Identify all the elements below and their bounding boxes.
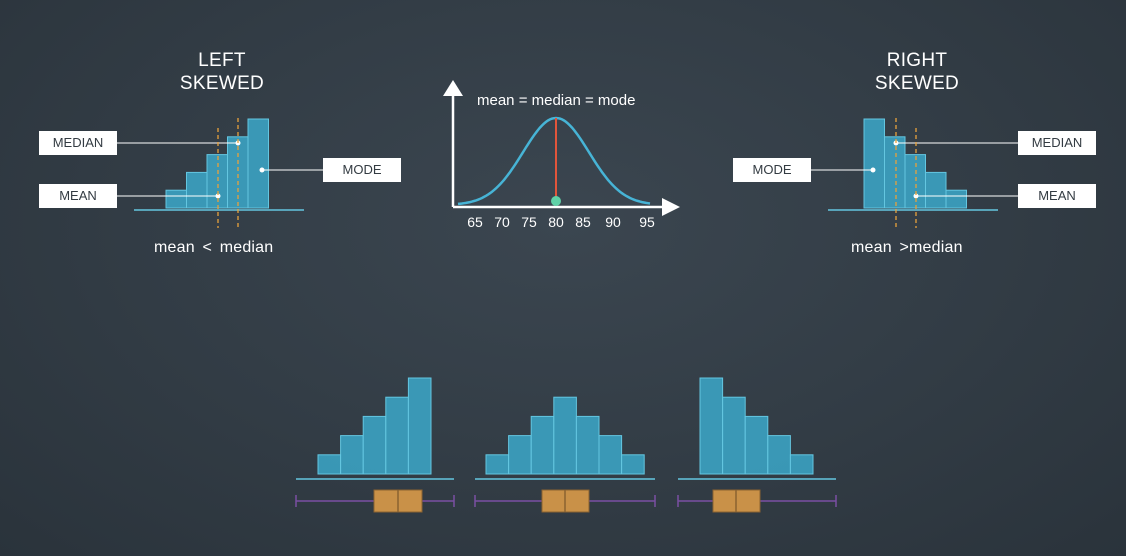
normal-distribution: 65 70 75 80 85 90 95	[443, 80, 680, 230]
tick-label: 65	[467, 214, 483, 230]
bottom-symmetric-bar	[598, 435, 623, 475]
right-caption: mean >median	[851, 239, 963, 257]
bottom-right-skewed-bar	[789, 454, 814, 475]
left-skewed-title: LEFT SKEWED	[152, 49, 292, 95]
bottom-right-skewed-bar	[722, 396, 746, 475]
bottom-symmetric-bar	[530, 415, 555, 475]
right-skewed-bar	[904, 154, 926, 209]
left-caption-mean: mean	[154, 239, 195, 256]
right-caption-op: >	[899, 239, 910, 256]
bottom-right-skewed-bar	[699, 377, 724, 475]
right-skewed-bar	[945, 189, 967, 209]
right-mean-dot	[913, 193, 919, 199]
y-axis-arrow	[443, 80, 463, 96]
boxplot-left-skewed	[295, 489, 455, 513]
bottom-right-skewed-bar	[767, 435, 791, 475]
normal-label: mean = median = mode	[477, 92, 636, 109]
bottom-boxplots	[295, 489, 837, 513]
right-caption-median: median	[909, 239, 963, 256]
bottom-symmetric-bar	[508, 435, 532, 475]
bell-curve	[457, 116, 651, 206]
x-tick-labels: 65 70 75 80 85 90 95	[467, 214, 655, 230]
tick-label: 80	[548, 214, 564, 230]
tick-label: 75	[521, 214, 537, 230]
left-skewed-bar	[247, 118, 269, 209]
boxplot-right-skewed	[677, 489, 837, 513]
right-median-label: MEDIAN	[1018, 131, 1096, 155]
bottom-left-skewed-bar	[317, 454, 342, 475]
mode-dot	[551, 196, 561, 206]
boxplot-symmetric	[474, 489, 656, 513]
bottom-symmetric-bar	[485, 454, 510, 475]
left-skewed-bar	[165, 189, 187, 209]
bottom-symmetric-bar	[621, 454, 645, 475]
tick-label: 85	[575, 214, 591, 230]
left-caption-median: median	[219, 239, 274, 256]
left-title-line1: LEFT	[198, 50, 246, 71]
right-mean-label: MEAN	[1018, 184, 1096, 208]
bottom-histograms	[296, 377, 836, 480]
left-median-label: MEDIAN	[39, 131, 117, 155]
bottom-left-skewed-bar	[407, 377, 432, 475]
right-title-line2: SKEWED	[874, 73, 960, 94]
right-skewed-bar	[925, 171, 947, 209]
bottom-right-skewed-bar	[744, 415, 769, 475]
left-title-line2: SKEWED	[179, 73, 265, 94]
right-histogram	[828, 118, 998, 211]
bottom-symmetric-bar	[553, 396, 577, 475]
right-skewed-bar	[863, 118, 885, 209]
left-histogram	[134, 118, 304, 211]
right-mode-label: MODE	[733, 158, 811, 182]
left-mean-dot	[215, 193, 221, 199]
right-caption-mean: mean	[851, 239, 892, 256]
left-caption-op: <	[202, 239, 213, 256]
right-title-line1: RIGHT	[886, 50, 948, 71]
left-skewed-bar	[186, 171, 208, 209]
right-skewed-bar	[884, 136, 906, 209]
bottom-left-skewed-bar	[385, 396, 409, 475]
tick-label: 95	[639, 214, 655, 230]
bottom-left-skewed-bar	[340, 435, 364, 475]
bottom-left-skewed-bar	[362, 415, 387, 475]
left-caption: mean < median	[154, 239, 273, 257]
left-mean-label: MEAN	[39, 184, 117, 208]
left-skewed-bar	[206, 154, 228, 209]
tick-label: 70	[494, 214, 510, 230]
right-mode-dot	[870, 167, 876, 173]
tick-label: 90	[605, 214, 621, 230]
bottom-symmetric-bar	[575, 415, 600, 475]
left-mode-dot	[259, 167, 265, 173]
x-axis-arrow	[662, 198, 680, 216]
right-skewed-title: RIGHT SKEWED	[847, 49, 987, 95]
left-mode-label: MODE	[323, 158, 401, 182]
